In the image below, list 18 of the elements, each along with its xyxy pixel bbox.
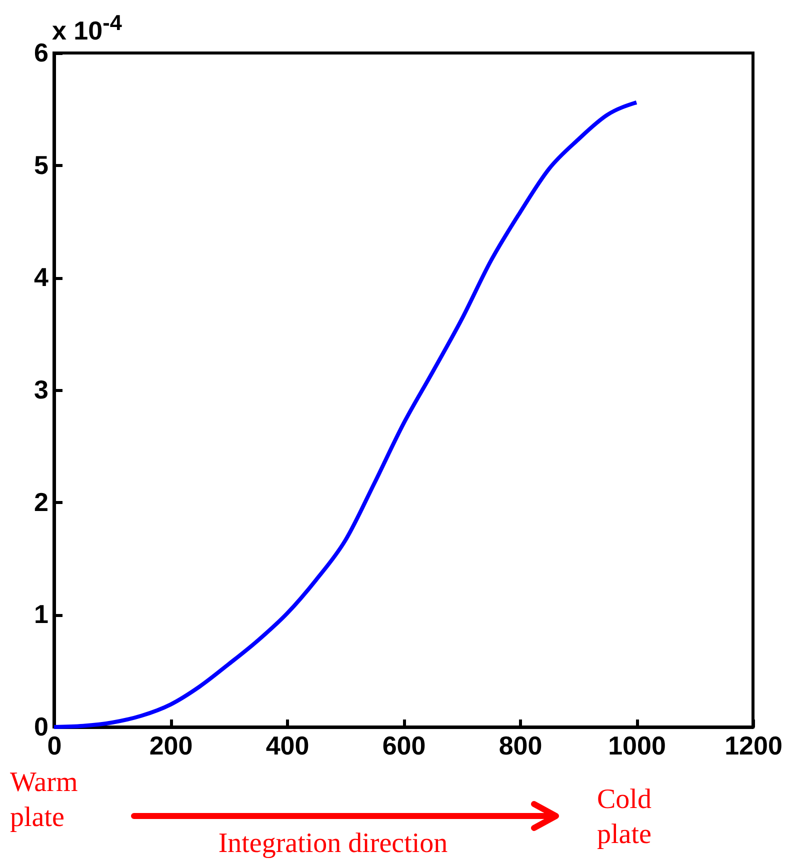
text: Warm plate	[10, 766, 79, 835]
text: Cold plate	[597, 783, 652, 852]
x-tick-label: 1000	[608, 730, 666, 760]
line-series	[52, 100, 638, 729]
text: x 10$^{-4}$	[52, 10, 122, 47]
y-tick-label: 3	[34, 374, 48, 404]
y-tick-label: 5	[34, 150, 48, 180]
x-tick-label: 1200	[724, 730, 782, 760]
y-tick-label: 6	[34, 38, 48, 68]
x-tick-label: 600	[382, 730, 426, 760]
x-tick-label: 400	[266, 730, 310, 760]
y-tick-label: 4	[34, 262, 50, 292]
y-tick-label: 2	[34, 486, 48, 517]
text: Integration direction	[217, 827, 449, 861]
y-tick-label: 0	[34, 712, 48, 742]
x-tick-label: 800	[498, 730, 542, 760]
x-tick-label: 200	[149, 730, 193, 760]
y-tick-label: 1	[34, 599, 48, 630]
